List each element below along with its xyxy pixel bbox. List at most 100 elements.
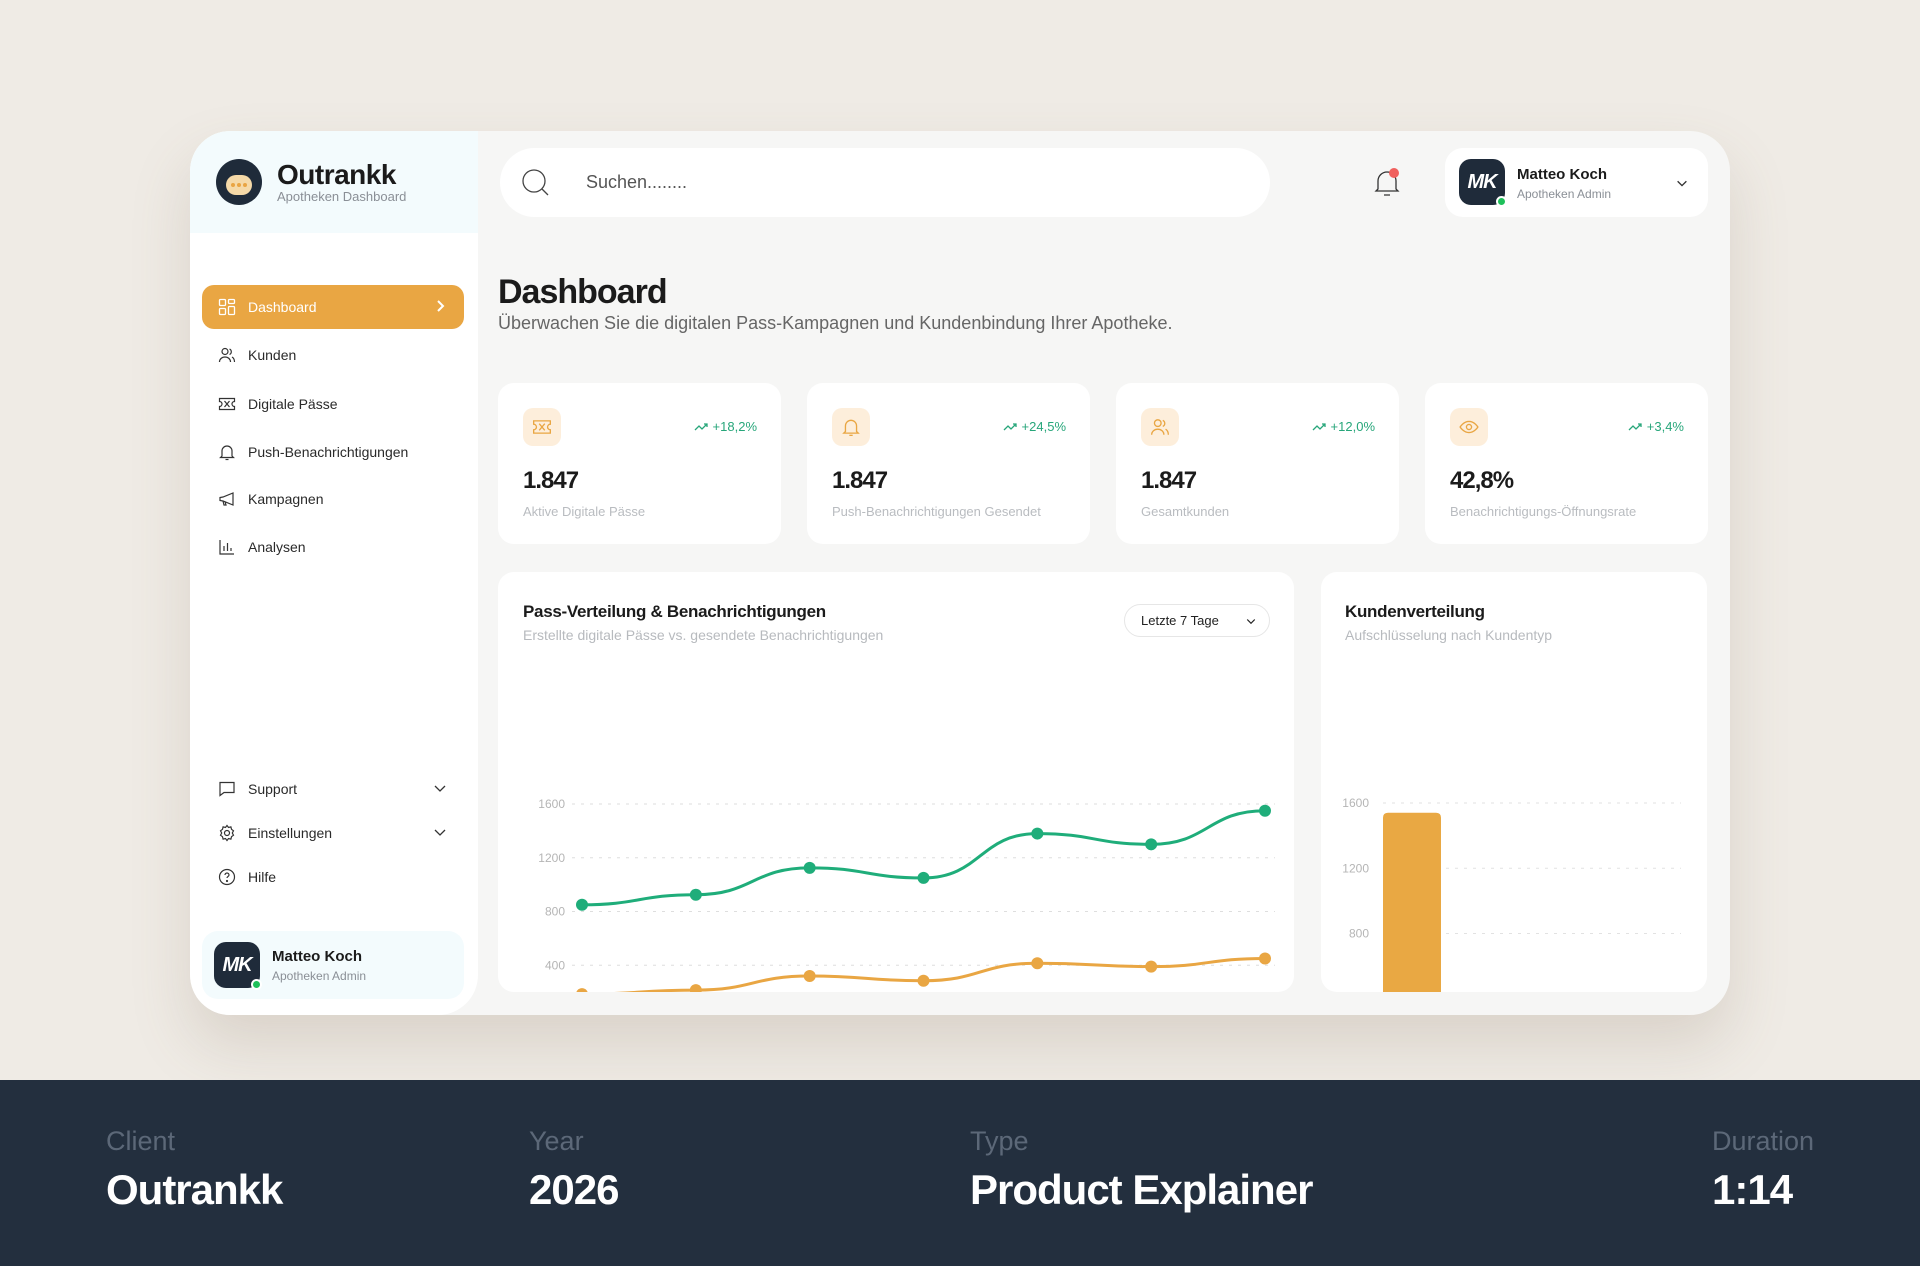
avatar: MK: [1459, 159, 1507, 207]
footer-value: Outrankk: [106, 1166, 283, 1213]
page-subtitle: Überwachen Sie die digitalen Pass-Kampag…: [498, 313, 1173, 333]
data-point[interactable]: [576, 898, 588, 911]
y-tick-label: 1200: [538, 851, 565, 865]
sidebar-item-support[interactable]: Support: [202, 767, 464, 811]
kpi-card: +24,5% 1.847 Push-Benachrichtigungen Ges…: [807, 383, 1090, 544]
chart-subtitle: Erstellte digitale Pässe vs. gesendete B…: [523, 627, 884, 643]
kpi-icon-box: [1450, 408, 1488, 446]
time-range-dropdown[interactable]: Letzte 7 Tage: [1124, 604, 1270, 637]
sidebar-item-label: Support: [248, 781, 298, 797]
sidebar-item-einstellungen[interactable]: Einstellungen: [202, 811, 464, 855]
user-menu[interactable]: MK Matteo Koch Apotheken Admin: [1445, 148, 1708, 217]
bell-icon: [219, 445, 235, 461]
data-point[interactable]: [803, 861, 816, 874]
project-info-footer: Client Outrankk Year 2026 Type Product Explai…: [0, 1080, 1920, 1266]
kpi-value: 42,8%: [1450, 467, 1514, 494]
online-status-indicator: [251, 979, 262, 990]
kpi-label: Gesamtkunden: [1141, 504, 1230, 519]
sidebar-item-label: Hilfe: [248, 869, 277, 885]
kpi-trend-value: +18,2%: [712, 419, 757, 434]
avatar: MK: [214, 942, 262, 990]
data-point[interactable]: [917, 974, 930, 987]
sidebar: Outrankk Apotheken Dashboard Dashboard K…: [190, 131, 478, 1015]
grid-icon: [218, 298, 236, 316]
eye-icon: [1459, 420, 1479, 434]
sidebar-item-label: Kunden: [248, 347, 297, 363]
sidebar-item-hilfe[interactable]: Hilfe: [202, 855, 464, 899]
data-point[interactable]: [576, 988, 588, 992]
user-name: Matteo Koch: [272, 948, 362, 965]
kpi-trend: +3,4%: [1628, 419, 1684, 434]
kpi-label: Push-Benachrichtigungen Gesendet: [832, 504, 1041, 519]
search-input[interactable]: [586, 172, 1186, 193]
sidebar-item-label: Einstellungen: [248, 825, 333, 841]
sidebar-item-label: Digitale Pässe: [248, 396, 338, 412]
data-point[interactable]: [1145, 960, 1158, 973]
ticket-icon: [533, 420, 551, 434]
kpi-trend-value: +3,4%: [1646, 419, 1684, 434]
chevron-down-icon: [434, 785, 446, 792]
data-point[interactable]: [1031, 957, 1044, 970]
avatar-initials: MK: [1467, 170, 1497, 193]
kpi-value: 1.847: [1141, 467, 1197, 494]
ticket-icon: [218, 397, 236, 411]
y-tick-label: 800: [1349, 927, 1369, 941]
notifications-button[interactable]: [1372, 167, 1402, 199]
sidebar-item-analysen[interactable]: Analysen: [202, 525, 464, 569]
sidebar-item-digitale-paesse[interactable]: Digitale Pässe: [202, 382, 464, 426]
kpi-trend-value: +12,0%: [1330, 419, 1375, 434]
sidebar-item-label: Analysen: [248, 539, 306, 555]
search-bar[interactable]: [500, 148, 1270, 217]
chart-title: Kundenverteilung: [1345, 602, 1485, 621]
sidebar-item-kampagnen[interactable]: Kampagnen: [202, 477, 464, 521]
kpi-trend-value: +24,5%: [1021, 419, 1066, 434]
users-icon: [1151, 419, 1169, 435]
sidebar-item-label: Dashboard: [248, 299, 317, 315]
y-tick-label: 1200: [1342, 861, 1369, 875]
data-point[interactable]: [1145, 838, 1158, 851]
sidebar-item-push-benachrichtigungen[interactable]: Push-Benachrichtigungen: [202, 430, 464, 474]
chevron-down-icon: [1677, 180, 1687, 187]
y-tick-label: 400: [545, 958, 565, 972]
kpi-card: +18,2% 1.847 Aktive Digitale Pässe: [498, 383, 781, 544]
footer-value: Product Explainer: [970, 1166, 1313, 1213]
kpi-icon-box: [1141, 408, 1179, 446]
kpi-card: +12,0% 1.847 Gesamtkunden: [1116, 383, 1399, 544]
data-point[interactable]: [1259, 804, 1271, 817]
sidebar-item-kunden[interactable]: Kunden: [202, 333, 464, 377]
bar-chart-panel: Kundenverteilung Aufschlüsselung nach Ku…: [1321, 572, 1707, 992]
data-point[interactable]: [917, 871, 930, 884]
data-point[interactable]: [689, 888, 702, 901]
chart-title: Pass-Verteilung & Benachrichtigungen: [523, 602, 826, 621]
bar-chart-icon: [219, 540, 234, 555]
online-status-indicator: [1496, 196, 1507, 207]
logo-icon: [216, 159, 262, 205]
user-name: Matteo Koch: [1517, 166, 1607, 183]
kpi-value: 1.847: [523, 467, 579, 494]
chevron-down-icon: [1246, 619, 1256, 625]
footer-label: Year: [529, 1126, 584, 1156]
data-point[interactable]: [803, 970, 816, 982]
trend-up-icon: [694, 422, 708, 430]
kpi-label: Aktive Digitale Pässe: [523, 504, 646, 519]
help-icon: [218, 868, 236, 886]
sidebar-item-label: Kampagnen: [248, 491, 324, 507]
footer-label: Client: [106, 1126, 176, 1156]
sidebar-user-card[interactable]: MK Matteo Koch Apotheken Admin: [202, 931, 464, 999]
avatar-initials: MK: [222, 953, 252, 976]
kpi-trend: +24,5%: [1003, 419, 1066, 434]
logo-area: Outrankk Apotheken Dashboard: [190, 131, 478, 233]
chart-subtitle: Aufschlüsselung nach Kundentyp: [1345, 627, 1553, 643]
kpi-label: Benachrichtigungs-Öffnungsrate: [1450, 504, 1637, 519]
data-point[interactable]: [1259, 952, 1271, 965]
kpi-card: +3,4% 42,8% Benachrichtigungs-Öffnungsra…: [1425, 383, 1708, 544]
sidebar-item-dashboard[interactable]: Dashboard: [202, 285, 464, 329]
dropdown-value: Letzte 7 Tage: [1141, 613, 1219, 628]
trend-up-icon: [1628, 422, 1642, 430]
footer-value: 1:14: [1712, 1166, 1793, 1213]
data-point[interactable]: [1031, 827, 1044, 840]
brand-subtitle: Apotheken Dashboard: [277, 189, 407, 204]
message-icon: [219, 781, 235, 797]
data-point[interactable]: [689, 984, 702, 992]
bar[interactable]: [1383, 812, 1441, 992]
